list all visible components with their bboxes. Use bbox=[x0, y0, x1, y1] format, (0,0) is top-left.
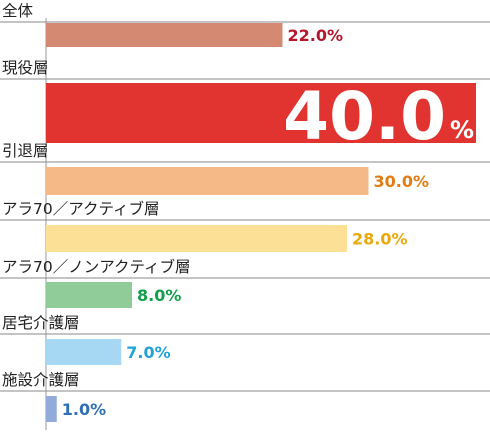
bar bbox=[46, 23, 283, 47]
category-label: 全体 bbox=[2, 2, 34, 20]
value-label: 22.0% bbox=[288, 26, 344, 45]
value-label: 1.0% bbox=[62, 400, 106, 419]
bar bbox=[46, 396, 57, 422]
bar bbox=[46, 339, 122, 365]
value-label: 7.0% bbox=[126, 343, 170, 362]
value-label: 28.0% bbox=[352, 230, 408, 249]
category-label: アラ70／アクティブ層 bbox=[2, 199, 160, 218]
category-label: 引退層 bbox=[2, 142, 49, 160]
value-label: 30.0% bbox=[374, 172, 430, 191]
bar bbox=[46, 167, 369, 195]
value-label: 8.0% bbox=[137, 286, 181, 305]
category-label: 居宅介護層 bbox=[2, 314, 80, 332]
value-label-highlight: 40.0 bbox=[283, 78, 446, 155]
bar bbox=[46, 225, 347, 252]
category-label: 現役層 bbox=[2, 59, 49, 77]
bar bbox=[46, 282, 132, 308]
category-label: アラ70／ノンアクティブ層 bbox=[2, 257, 191, 276]
bar bbox=[46, 83, 476, 143]
value-label-percent: % bbox=[450, 116, 474, 144]
category-label: 施設介護層 bbox=[2, 371, 80, 389]
